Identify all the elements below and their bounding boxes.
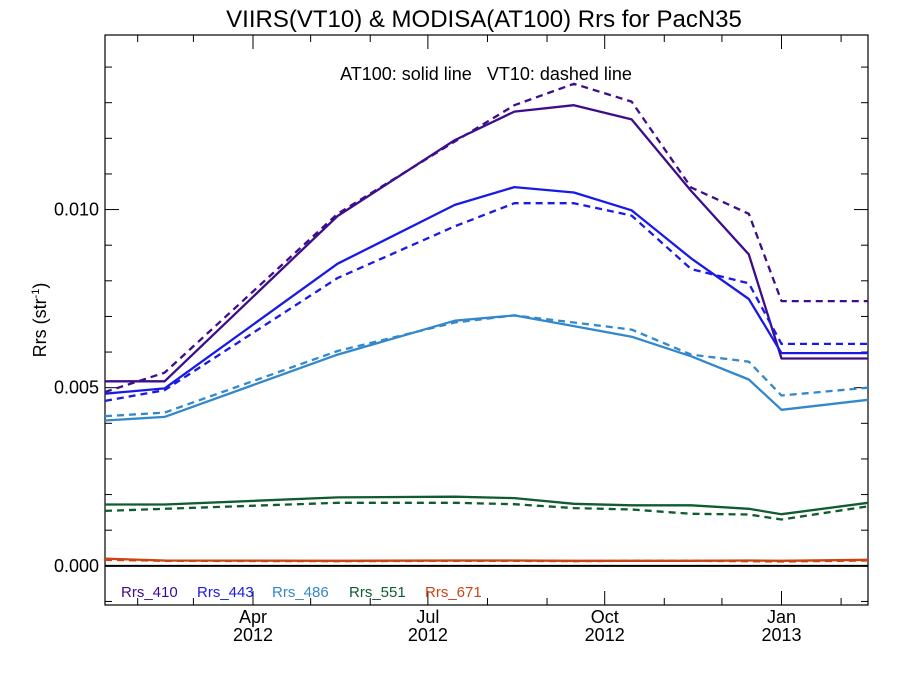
tick-labels: 0.0000.0050.010Apr2012Jul2012Oct2012Jan2…	[54, 200, 802, 645]
line-style-annotation: AT100: solid line VT10: dashed line	[340, 64, 632, 84]
x-tick-month: Apr	[239, 607, 267, 627]
chart-title: VIIRS(VT10) & MODISA(AT100) Rrs for PacN…	[226, 6, 742, 33]
y-axis-label: Rrs (str-1)	[30, 283, 50, 358]
x-tick-year: 2013	[761, 625, 801, 645]
Rrs_410-solid-line	[105, 104, 868, 383]
y-tick-label: 0.000	[54, 556, 99, 576]
Rrs_443-solid-line	[104, 185, 868, 395]
plot-frame	[104, 34, 869, 606]
Rrs_443-dashed-line	[104, 202, 868, 403]
Rrs_410-dashed-line	[104, 82, 868, 394]
x-tick-year: 2012	[233, 625, 273, 645]
legend-label-Rrs_486: Rrs_486	[272, 584, 329, 601]
x-tick-month: Oct	[591, 607, 619, 627]
legend-label-Rrs_671: Rrs_671	[425, 584, 482, 601]
Rrs_551-dashed-line	[104, 501, 869, 521]
series-group	[104, 82, 869, 563]
y-tick-label: 0.010	[54, 200, 99, 220]
axis-ticks	[105, 35, 868, 605]
x-tick-month: Jan	[767, 607, 796, 627]
legend-label-Rrs_443: Rrs_443	[197, 584, 254, 601]
legend-label-Rrs_410: Rrs_410	[121, 584, 178, 601]
legend: Rrs_410 Rrs_443 Rrs_486 Rrs_551 Rrs_671	[121, 584, 482, 601]
x-tick-year: 2012	[585, 625, 625, 645]
x-tick-month: Jul	[416, 607, 439, 627]
y-axis-label-text: Rrs (str	[30, 298, 50, 357]
Rrs_551-solid-line	[105, 495, 869, 516]
Rrs_486-dashed-line	[104, 314, 869, 418]
x-tick-year: 2012	[408, 625, 448, 645]
Rrs_671-dashed-line	[104, 558, 869, 563]
y-axis-label-sup: -1	[30, 289, 42, 299]
Rrs_486-solid-line	[104, 314, 869, 422]
legend-label-Rrs_551: Rrs_551	[349, 584, 406, 601]
y-axis-label-close: )	[30, 283, 50, 289]
y-tick-label: 0.005	[54, 378, 99, 398]
